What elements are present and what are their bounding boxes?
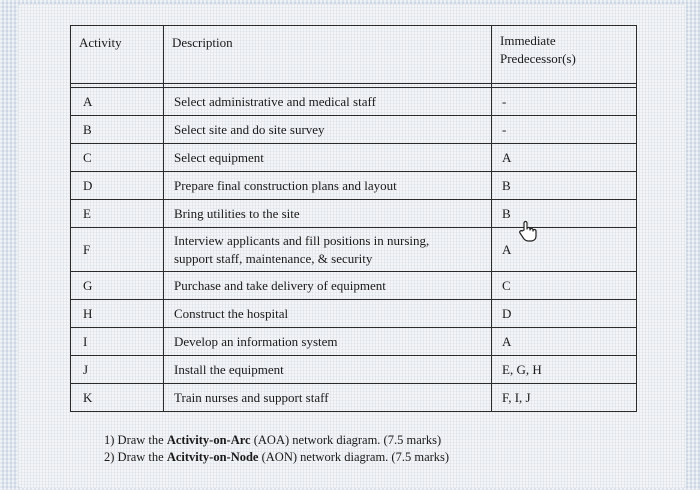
questions-block: 1) Draw the Activity-on-Arc (AOA) networ… (104, 432, 449, 466)
question-2-prefix: 2) Draw the (104, 450, 167, 464)
table-row: K Train nurses and support staff F, I, J (70, 383, 637, 412)
question-1-term: Activity-on-Arc (166, 433, 251, 447)
predecessor-cell: B (491, 199, 637, 228)
description-cell: Bring utilities to the site (163, 199, 492, 228)
description-cell: Select administrative and medical staff (163, 87, 492, 116)
header-description: Description (163, 25, 492, 84)
predecessor-cell: - (491, 115, 637, 144)
header-predecessor-line1: Immediate (500, 33, 556, 48)
description-cell: Install the equipment (163, 355, 492, 384)
description-cell: Prepare final construction plans and lay… (163, 171, 492, 200)
activity-cell: D (70, 171, 164, 200)
table-row: I Develop an information system A (70, 327, 637, 356)
description-cell: Develop an information system (163, 327, 492, 356)
activity-cell: G (70, 271, 164, 300)
predecessor-cell: C (491, 271, 637, 300)
question-1-suffix: (AOA) network diagram. (7.5 marks) (250, 433, 442, 447)
activity-cell: H (70, 299, 164, 328)
header-predecessor: Immediate Predecessor(s) (491, 25, 637, 84)
predecessor-cell: E, G, H (491, 355, 637, 384)
activity-cell: K (70, 383, 164, 412)
table-row: F Interview applicants and fill position… (70, 227, 637, 272)
description-cell: Interview applicants and fill positions … (163, 227, 492, 272)
activity-cell: C (70, 143, 164, 172)
table-row: C Select equipment A (70, 143, 637, 172)
description-cell: Construct the hospital (163, 299, 492, 328)
table-row: J Install the equipment E, G, H (70, 355, 637, 384)
question-2-suffix: (AON) network diagram. (7.5 marks) (258, 450, 450, 464)
predecessor-cell: A (491, 227, 637, 272)
activity-table: Activity Description Immediate Predecess… (70, 25, 637, 412)
table-row: G Purchase and take delivery of equipmen… (70, 271, 637, 300)
activity-cell: A (70, 87, 164, 116)
activity-cell: B (70, 115, 164, 144)
hand-pointer-icon (518, 220, 538, 247)
header-activity: Activity (70, 25, 164, 84)
question-2-term: Acitvity-on-Node (166, 450, 259, 464)
description-cell: Select equipment (163, 143, 492, 172)
predecessor-cell: A (491, 327, 637, 356)
activity-cell: J (70, 355, 164, 384)
predecessor-cell: B (491, 171, 637, 200)
question-2: 2) Draw the Acitvity-on-Node (AON) netwo… (104, 449, 449, 466)
table-row: A Select administrative and medical staf… (70, 87, 637, 116)
table-row: H Construct the hospital D (70, 299, 637, 328)
table-row: D Prepare final construction plans and l… (70, 171, 637, 200)
table-header-row: Activity Description Immediate Predecess… (70, 25, 637, 84)
header-predecessor-line2: Predecessor(s) (500, 51, 576, 66)
description-line1: Interview applicants and fill positions … (174, 232, 430, 248)
table-spacer-row (70, 83, 637, 88)
table-row: E Bring utilities to the site B (70, 199, 637, 228)
question-1: 1) Draw the Activity-on-Arc (AOA) networ… (104, 432, 449, 449)
predecessor-cell: - (491, 87, 637, 116)
description-cell: Select site and do site survey (163, 115, 492, 144)
activity-cell: E (70, 199, 164, 228)
predecessor-cell: A (491, 143, 637, 172)
table-row: B Select site and do site survey - (70, 115, 637, 144)
description-cell: Train nurses and support staff (163, 383, 492, 412)
description-line2: support staff, maintenance, & security (174, 250, 373, 266)
predecessor-cell: F, I, J (491, 383, 637, 412)
question-1-prefix: 1) Draw the (104, 433, 167, 447)
predecessor-cell: D (491, 299, 637, 328)
description-cell: Purchase and take delivery of equipment (163, 271, 492, 300)
activity-cell: F (70, 227, 164, 272)
activity-cell: I (70, 327, 164, 356)
